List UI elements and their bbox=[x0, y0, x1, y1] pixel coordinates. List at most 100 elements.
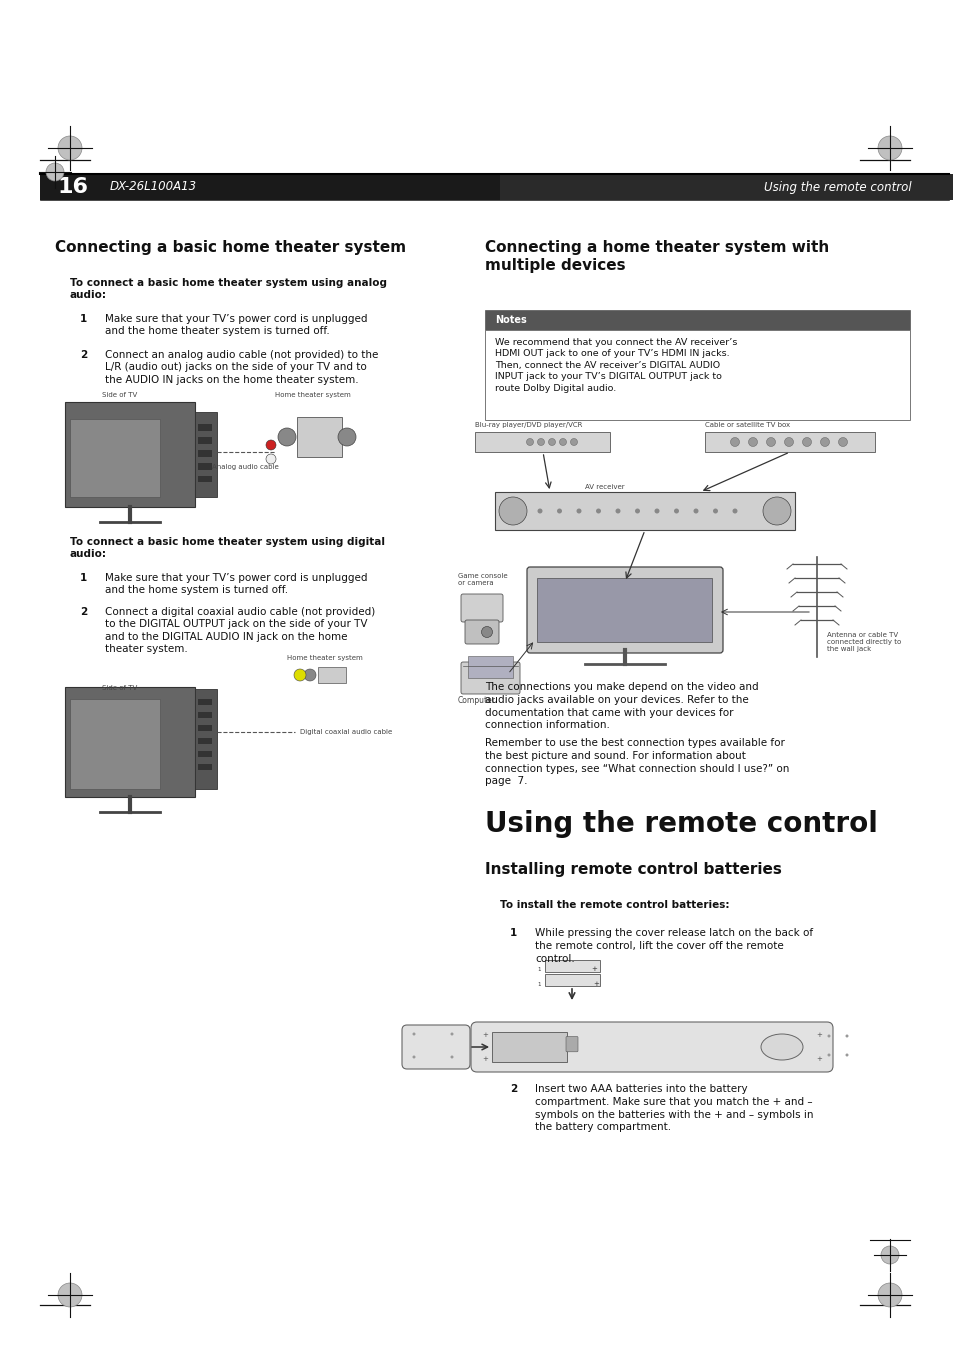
Text: Cable or satellite TV box: Cable or satellite TV box bbox=[704, 423, 789, 428]
Text: To connect a basic home theater system using analog
audio:: To connect a basic home theater system u… bbox=[70, 278, 387, 301]
Bar bbox=[198, 699, 212, 706]
Circle shape bbox=[765, 437, 775, 447]
Circle shape bbox=[337, 428, 355, 446]
Circle shape bbox=[450, 1056, 453, 1058]
Circle shape bbox=[844, 1034, 847, 1038]
Bar bbox=[475, 432, 609, 452]
Circle shape bbox=[635, 509, 639, 513]
Circle shape bbox=[654, 509, 659, 513]
Bar bbox=[499, 174, 953, 200]
Text: Analog audio cable: Analog audio cable bbox=[212, 464, 278, 470]
Text: Make sure that your TV’s power cord is unplugged
and the home system is turned o: Make sure that your TV’s power cord is u… bbox=[105, 572, 367, 595]
Circle shape bbox=[596, 509, 600, 513]
Circle shape bbox=[304, 670, 315, 680]
Bar bbox=[317, 667, 346, 683]
Text: +: + bbox=[815, 1031, 821, 1038]
Text: Insert two AAA batteries into the battery
compartment. Make sure that you match : Insert two AAA batteries into the batter… bbox=[535, 1084, 813, 1133]
Circle shape bbox=[266, 440, 275, 450]
Circle shape bbox=[412, 1033, 416, 1035]
Bar bbox=[296, 417, 341, 458]
Circle shape bbox=[277, 428, 295, 446]
Circle shape bbox=[557, 509, 561, 513]
Text: +: + bbox=[481, 1056, 487, 1062]
Text: Connecting a basic home theater system: Connecting a basic home theater system bbox=[55, 240, 406, 255]
Circle shape bbox=[266, 454, 275, 464]
Text: 1: 1 bbox=[510, 927, 517, 938]
Text: Installing remote control batteries: Installing remote control batteries bbox=[484, 863, 781, 878]
Bar bbox=[198, 451, 212, 456]
Bar bbox=[198, 725, 212, 732]
Bar bbox=[198, 463, 212, 470]
Bar bbox=[492, 1031, 566, 1062]
Text: Side of TV: Side of TV bbox=[102, 684, 137, 691]
Text: AV receiver: AV receiver bbox=[584, 485, 624, 490]
Text: Blu-ray player/DVD player/VCR: Blu-ray player/DVD player/VCR bbox=[475, 423, 581, 428]
Text: 1: 1 bbox=[80, 315, 87, 324]
Circle shape bbox=[748, 437, 757, 447]
Text: 2: 2 bbox=[80, 608, 87, 617]
Bar bbox=[704, 432, 874, 452]
Text: To connect a basic home theater system using digital
audio:: To connect a basic home theater system u… bbox=[70, 537, 385, 559]
FancyBboxPatch shape bbox=[565, 1037, 578, 1052]
Text: We recommend that you connect the AV receiver’s
HDMI OUT jack to one of your TV’: We recommend that you connect the AV rec… bbox=[495, 338, 737, 393]
Text: Connect a digital coaxial audio cable (not provided)
to the DIGITAL OUTPUT jack : Connect a digital coaxial audio cable (n… bbox=[105, 608, 375, 655]
Text: Game console
or camera: Game console or camera bbox=[457, 572, 507, 586]
Circle shape bbox=[576, 509, 581, 513]
Text: Computer: Computer bbox=[457, 697, 496, 705]
FancyBboxPatch shape bbox=[471, 1022, 832, 1072]
Circle shape bbox=[498, 497, 526, 525]
FancyBboxPatch shape bbox=[460, 594, 502, 622]
Text: Side of TV: Side of TV bbox=[102, 392, 137, 398]
Circle shape bbox=[450, 1033, 453, 1035]
Bar bbox=[70, 418, 160, 497]
Text: The connections you make depend on the video and
audio jacks available on your d: The connections you make depend on the v… bbox=[484, 682, 758, 730]
Circle shape bbox=[762, 497, 790, 525]
Circle shape bbox=[732, 509, 737, 513]
Text: 2: 2 bbox=[80, 350, 87, 360]
Circle shape bbox=[537, 509, 542, 513]
Text: Digital coaxial audio cable: Digital coaxial audio cable bbox=[299, 729, 392, 734]
Bar bbox=[484, 310, 909, 329]
Circle shape bbox=[826, 1034, 830, 1038]
Circle shape bbox=[46, 163, 64, 181]
Text: DX-26L100A13: DX-26L100A13 bbox=[110, 181, 197, 193]
Circle shape bbox=[548, 439, 555, 446]
Bar bbox=[198, 752, 212, 757]
Text: Home theater system: Home theater system bbox=[274, 392, 351, 398]
Bar bbox=[40, 174, 953, 200]
Circle shape bbox=[712, 509, 718, 513]
FancyBboxPatch shape bbox=[464, 620, 498, 644]
Text: 16: 16 bbox=[58, 177, 89, 197]
Bar bbox=[198, 738, 212, 744]
Text: Remember to use the best connection types available for
the best picture and sou: Remember to use the best connection type… bbox=[484, 738, 788, 787]
Ellipse shape bbox=[760, 1034, 802, 1060]
Circle shape bbox=[877, 1282, 901, 1307]
Text: 1: 1 bbox=[80, 572, 87, 583]
Bar bbox=[194, 688, 216, 788]
Text: To install the remote control batteries:: To install the remote control batteries: bbox=[499, 900, 729, 910]
Text: +: + bbox=[481, 1031, 487, 1038]
Circle shape bbox=[693, 509, 698, 513]
Circle shape bbox=[877, 136, 901, 161]
Bar bbox=[484, 329, 909, 420]
Bar bbox=[198, 713, 212, 718]
Circle shape bbox=[412, 1056, 416, 1058]
Circle shape bbox=[783, 437, 793, 447]
Circle shape bbox=[294, 670, 306, 680]
Circle shape bbox=[570, 439, 577, 446]
Circle shape bbox=[673, 509, 679, 513]
Bar bbox=[537, 578, 711, 643]
Bar bbox=[544, 973, 599, 985]
FancyBboxPatch shape bbox=[526, 567, 722, 653]
Circle shape bbox=[481, 626, 492, 637]
Text: Antenna or cable TV
connected directly to
the wall jack: Antenna or cable TV connected directly t… bbox=[826, 632, 901, 652]
Bar bbox=[198, 437, 212, 444]
FancyBboxPatch shape bbox=[401, 1025, 470, 1069]
Circle shape bbox=[558, 439, 566, 446]
FancyBboxPatch shape bbox=[460, 662, 519, 694]
Bar bbox=[198, 764, 212, 771]
Circle shape bbox=[526, 439, 533, 446]
Text: 1: 1 bbox=[537, 981, 540, 987]
Bar bbox=[198, 424, 212, 431]
Circle shape bbox=[615, 509, 619, 513]
